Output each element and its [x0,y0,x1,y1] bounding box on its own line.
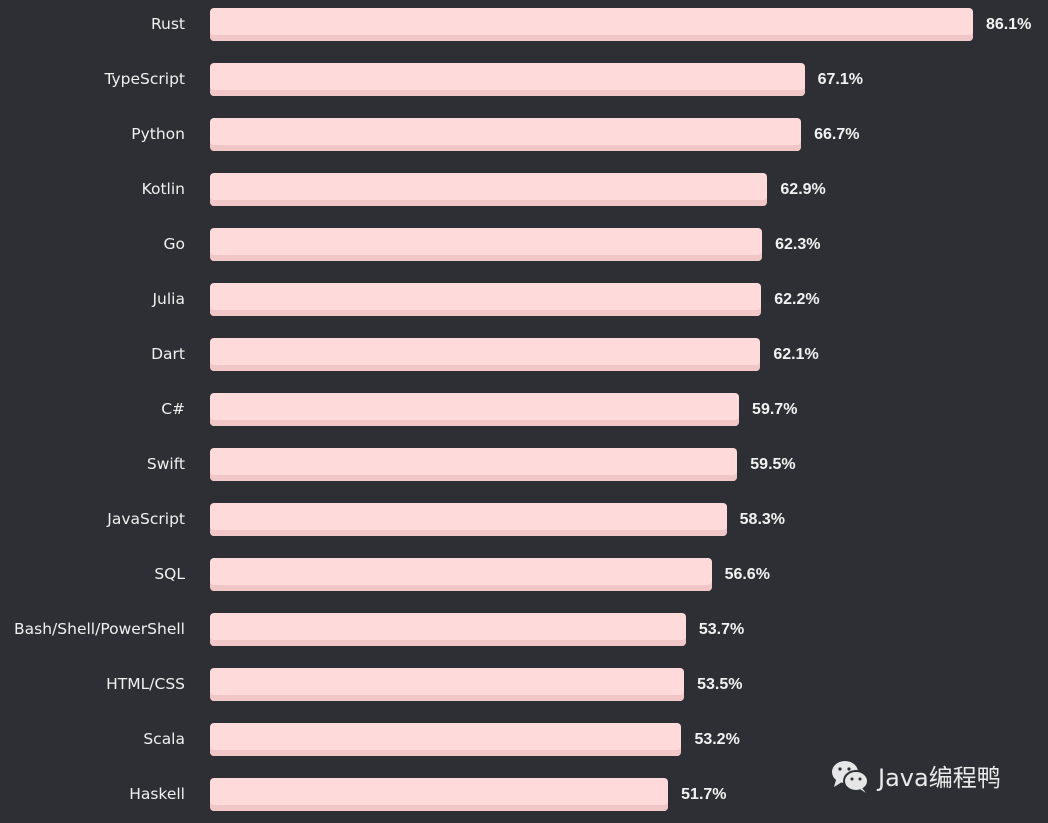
bar-row: Kotlin 62.9% [0,173,1048,206]
value-label: 53.5% [697,676,743,693]
category-label: Swift [146,455,185,473]
bar-row: Julia 62.2% [0,283,1048,316]
value-label: 86.1% [986,16,1032,33]
value-label: 59.5% [750,456,796,473]
bar [210,338,761,371]
value-label: 53.2% [694,731,740,748]
category-label: Scala [143,730,185,748]
bar [210,448,738,481]
wechat-icon [832,760,869,793]
category-label: Julia [152,290,185,308]
category-label: Rust [150,15,185,33]
bar-row: Scala 53.2% [0,723,1048,756]
bar-row: Python 66.7% [0,118,1048,151]
bar [210,668,685,701]
category-label: Haskell [129,785,185,803]
category-label: TypeScript [104,70,185,88]
value-label: 53.7% [698,621,745,638]
value-label: 62.1% [773,346,819,363]
bar [210,283,762,316]
category-label: Dart [151,345,185,363]
category-label: JavaScript [107,510,185,528]
value-label: 62.9% [780,181,826,198]
category-label: HTML/CSS [106,675,185,693]
watermark: Java编程鸭 [830,758,1001,793]
watermark-text: Java编程鸭 [878,764,1001,792]
bar-row: SQL 56.6% [0,558,1048,591]
bar-row: Bash/Shell/PowerShell 53.7% [0,613,1048,646]
category-label: C# [161,400,185,418]
bar [210,228,763,261]
bar-row: Haskell 51.7% [0,778,1048,811]
bar-row: TypeScript 67.1% [0,63,1048,96]
value-label: 66.7% [814,126,860,143]
category-label: Kotlin [141,180,185,198]
bar-row: Rust 86.1% [0,8,1048,41]
bar-row: HTML/CSS 53.5% [0,668,1048,701]
bar [210,118,802,151]
bar-row: C# 59.7% [0,393,1048,426]
bar [210,723,682,756]
bar [210,558,712,591]
bar [210,173,768,206]
value-label: 62.2% [774,291,820,308]
value-label: 59.7% [752,401,798,418]
category-label: Go [163,235,186,253]
bar-row: JavaScript 58.3% [0,503,1048,536]
bar-row: Swift 59.5% [0,448,1048,481]
category-label: Python [131,125,185,143]
bar [210,613,686,646]
bar-row: Go 62.3% [0,228,1048,261]
bar [210,778,669,811]
bar [210,503,727,536]
value-label: 56.6% [724,566,770,583]
value-label: 51.7% [681,786,727,803]
bar-row: Dart 62.1% [0,338,1048,371]
category-label: SQL [154,565,185,583]
bar [210,63,805,96]
bar [210,8,973,41]
value-label: 67.1% [817,71,863,88]
value-label: 62.3% [775,236,821,253]
category-label: Bash/Shell/PowerShell [14,620,185,638]
bar [210,393,740,426]
value-label: 58.3% [739,511,786,528]
